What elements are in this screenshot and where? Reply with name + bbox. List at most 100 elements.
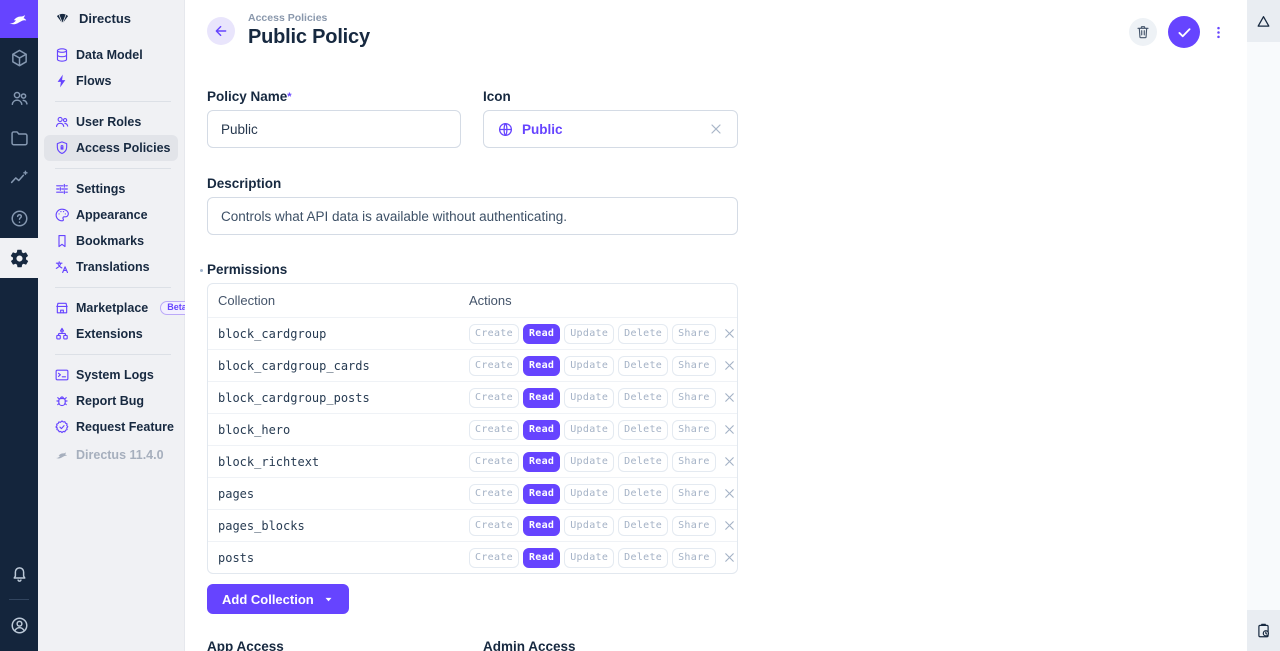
action-chip-share[interactable]: Share xyxy=(672,515,716,536)
action-chip-read[interactable]: Read xyxy=(522,323,561,344)
add-collection-button[interactable]: Add Collection xyxy=(207,584,349,614)
remove-row-icon[interactable] xyxy=(722,358,737,373)
sidebar-item-flows[interactable]: Flows xyxy=(44,68,178,94)
action-chip-share[interactable]: Share xyxy=(672,451,716,472)
module-users[interactable] xyxy=(0,78,38,118)
page-header: Access Policies Public Policy xyxy=(207,0,1247,56)
project-header[interactable]: Directus xyxy=(38,0,184,36)
action-chip-update[interactable]: Update xyxy=(564,355,615,376)
sidebar-item-extensions[interactable]: Extensions xyxy=(44,321,178,347)
action-chip-share[interactable]: Share xyxy=(672,387,716,408)
module-docs[interactable] xyxy=(0,198,38,238)
action-chip-read[interactable]: Read xyxy=(522,547,561,568)
delete-button[interactable] xyxy=(1129,18,1157,46)
remove-row-icon[interactable] xyxy=(722,518,737,533)
module-files[interactable] xyxy=(0,118,38,158)
remove-row-icon[interactable] xyxy=(722,486,737,501)
action-chip-delete[interactable]: Delete xyxy=(618,515,669,536)
folder-icon xyxy=(10,130,28,145)
action-chip-delete[interactable]: Delete xyxy=(618,483,669,504)
sidebar-item-appearance[interactable]: Appearance xyxy=(44,202,178,228)
save-button[interactable] xyxy=(1168,16,1200,48)
clear-icon[interactable] xyxy=(708,121,724,137)
action-chip-read[interactable]: Read xyxy=(522,387,561,408)
action-chip-delete[interactable]: Delete xyxy=(618,451,669,472)
remove-row-icon[interactable] xyxy=(722,550,737,565)
action-chip-share[interactable]: Share xyxy=(672,323,716,344)
header-actions xyxy=(1129,16,1225,48)
sidebar-item-request-feature[interactable]: Request Feature xyxy=(44,414,178,440)
action-chip-create[interactable]: Create xyxy=(469,483,519,504)
form-row-top: Policy Name* Public Icon Public xyxy=(207,90,738,148)
action-chip-create[interactable]: Create xyxy=(469,515,519,536)
action-chip-delete[interactable]: Delete xyxy=(618,323,669,344)
account-button[interactable] xyxy=(0,605,38,645)
sidebar-item-label: Access Policies xyxy=(76,141,171,155)
action-chip-read[interactable]: Read xyxy=(522,355,561,376)
action-chip-share[interactable]: Share xyxy=(672,355,716,376)
notifications-button[interactable] xyxy=(0,554,38,594)
action-chip-update[interactable]: Update xyxy=(564,323,615,344)
action-chip-read[interactable]: Read xyxy=(522,419,561,440)
action-chip-share[interactable]: Share xyxy=(672,419,716,440)
more-menu-button[interactable] xyxy=(1211,16,1225,48)
remove-row-icon[interactable] xyxy=(722,454,737,469)
action-chip-update[interactable]: Update xyxy=(564,451,615,472)
action-chip-delete[interactable]: Delete xyxy=(618,547,669,568)
required-asterisk: * xyxy=(287,91,292,103)
collection-name: block_cardgroup_posts xyxy=(218,390,370,405)
back-button[interactable] xyxy=(207,17,235,45)
revisions-panel-button[interactable] xyxy=(1247,610,1280,651)
sidebar-item-system-logs[interactable]: System Logs xyxy=(44,362,178,388)
sidebar-item-access-policies[interactable]: Access Policies xyxy=(44,135,178,161)
sidebar-item-bookmarks[interactable]: Bookmarks xyxy=(44,228,178,254)
palette-icon xyxy=(54,207,70,223)
sidebar-item-settings[interactable]: Settings xyxy=(44,176,178,202)
sidebar-item-marketplace[interactable]: Marketplace Beta xyxy=(44,295,194,321)
sidebar-panel-toggle[interactable] xyxy=(1247,0,1280,42)
permission-row: block_cardgroup_posts Create Read Update Del… xyxy=(208,381,737,413)
remove-row-icon[interactable] xyxy=(722,422,737,437)
project-logo-icon xyxy=(56,13,69,24)
module-content[interactable] xyxy=(0,38,38,78)
sidebar-item-translations[interactable]: Translations xyxy=(44,254,178,280)
action-chip-delete[interactable]: Delete xyxy=(618,355,669,376)
action-chip-create[interactable]: Create xyxy=(469,547,519,568)
breadcrumb[interactable]: Access Policies xyxy=(248,12,328,24)
module-insights[interactable] xyxy=(0,158,38,198)
permissions-table-header: Collection Actions xyxy=(208,284,737,317)
directus-logo[interactable] xyxy=(0,0,38,38)
action-chip-update[interactable]: Update xyxy=(564,483,615,504)
icon-input[interactable]: Public xyxy=(483,110,738,148)
description-input[interactable]: Controls what API data is available with… xyxy=(207,197,738,235)
action-chip-update[interactable]: Update xyxy=(564,419,615,440)
action-chip-share[interactable]: Share xyxy=(672,483,716,504)
gear-icon xyxy=(10,249,28,267)
action-chip-share[interactable]: Share xyxy=(672,547,716,568)
account-circle-icon xyxy=(10,616,28,634)
action-chip-create[interactable]: Create xyxy=(469,387,519,408)
sidebar-item-data-model[interactable]: Data Model xyxy=(44,42,178,68)
action-chip-create[interactable]: Create xyxy=(469,323,519,344)
action-chip-read[interactable]: Read xyxy=(522,483,561,504)
row-actions: Create Read Update Delete Share xyxy=(469,355,737,376)
action-chip-delete[interactable]: Delete xyxy=(618,387,669,408)
action-chip-read[interactable]: Read xyxy=(522,451,561,472)
policy-name-input[interactable]: Public xyxy=(207,110,461,148)
sidebar-item-report-bug[interactable]: Report Bug xyxy=(44,388,178,414)
remove-row-icon[interactable] xyxy=(722,326,737,341)
people-icon xyxy=(11,91,28,105)
remove-row-icon[interactable] xyxy=(722,390,737,405)
action-chip-read[interactable]: Read xyxy=(522,515,561,536)
collection-name: posts xyxy=(218,550,255,565)
action-chip-update[interactable]: Update xyxy=(564,387,615,408)
action-chip-update[interactable]: Update xyxy=(564,515,615,536)
action-chip-create[interactable]: Create xyxy=(469,355,519,376)
action-chip-create[interactable]: Create xyxy=(469,451,519,472)
action-chip-create[interactable]: Create xyxy=(469,419,519,440)
action-chip-update[interactable]: Update xyxy=(564,547,615,568)
action-chip-delete[interactable]: Delete xyxy=(618,419,669,440)
module-settings[interactable] xyxy=(0,238,38,278)
module-bar-spacer xyxy=(0,278,38,554)
sidebar-item-user-roles[interactable]: User Roles xyxy=(44,109,178,135)
